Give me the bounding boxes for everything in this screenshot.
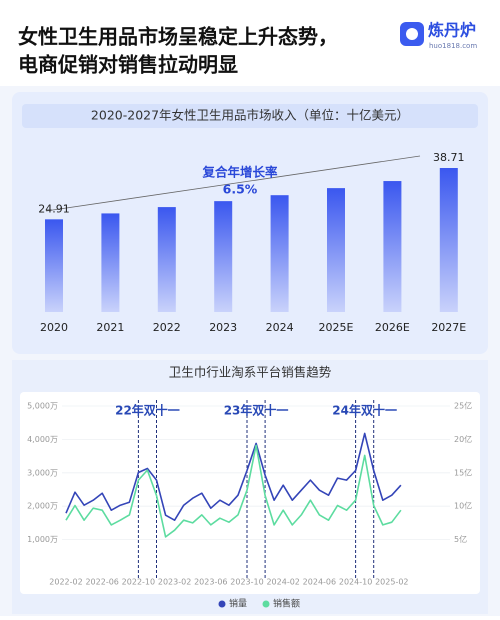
bar (101, 213, 120, 312)
bar (45, 219, 63, 312)
series-line (65, 432, 402, 521)
x-tick-label: 2022-02 (49, 578, 82, 587)
x-tick-label: 2022 (153, 321, 181, 334)
trend-line (45, 155, 421, 212)
annotation: 23年双十一 (224, 403, 289, 418)
logo-icon-mark (406, 28, 418, 40)
legend-label: 销量 (229, 598, 247, 610)
data-label: 24.91 (38, 202, 70, 215)
chart-title: 2020-2027年女性卫生用品市场收入（单位：十亿美元） (91, 108, 409, 123)
chart-title: 卫生巾行业淘系平台销售趋势 (169, 365, 332, 380)
y-tick-label: 2,000万 (27, 502, 58, 511)
y-tick-label: 4,000万 (27, 435, 58, 444)
plot-background (20, 392, 480, 594)
x-tick-label: 2021 (96, 321, 124, 334)
bar (327, 188, 345, 312)
bar (157, 207, 176, 312)
x-tick-label: 2023 (209, 321, 237, 334)
x-tick-label: 2024-10 (339, 578, 372, 587)
y-tick-label: 5,000万 (27, 402, 58, 411)
y2-tick-label: 10亿 (454, 501, 472, 511)
y2-tick-label: 5亿 (454, 534, 467, 544)
x-tick-label: 2024-02 (266, 578, 299, 587)
series-line (65, 444, 402, 538)
legend-marker (262, 600, 270, 608)
y2-tick-label: 20亿 (454, 434, 472, 444)
x-tick-label: 2022-06 (85, 578, 118, 587)
annotation: 复合年增长率 (201, 165, 278, 180)
x-tick-label: 2025E (319, 321, 354, 334)
annotation: 24年双十一 (332, 403, 397, 418)
annotation: 22年双十一 (115, 403, 180, 418)
bar (270, 195, 289, 312)
y2-tick-label: 25亿 (454, 401, 472, 411)
annotation: 6.5% (223, 182, 258, 197)
data-label: 38.71 (433, 151, 465, 164)
x-tick-label: 2020 (40, 321, 68, 334)
bar (214, 201, 233, 312)
legend-label: 销售额 (273, 598, 300, 610)
bar (383, 181, 402, 312)
x-tick-label: 2026E (375, 321, 410, 334)
y-tick-label: 3,000万 (27, 468, 58, 477)
panel-title-bar (22, 104, 478, 128)
x-tick-label: 2024 (266, 321, 294, 334)
x-tick-label: 2023-02 (158, 578, 191, 587)
x-tick-label: 2023-06 (194, 578, 227, 587)
x-tick-label: 2025-02 (375, 578, 408, 587)
title-line: 电商促销对销售拉动明显 (18, 53, 238, 77)
logo-name: 炼丹炉 (428, 21, 476, 40)
bar (439, 168, 458, 312)
x-tick-label: 2022-10 (122, 578, 155, 587)
legend-marker (218, 600, 226, 608)
x-tick-label: 2024-06 (303, 578, 336, 587)
title-line: 女性卫生用品市场呈稳定上升态势， (18, 25, 338, 49)
y2-tick-label: 15亿 (454, 467, 472, 477)
y-tick-label: 1,000万 (27, 535, 58, 544)
logo-url: huo1818.com (429, 42, 477, 50)
x-tick-label: 2027E (431, 321, 466, 334)
panel (12, 92, 488, 354)
x-tick-label: 2023-10 (230, 578, 263, 587)
